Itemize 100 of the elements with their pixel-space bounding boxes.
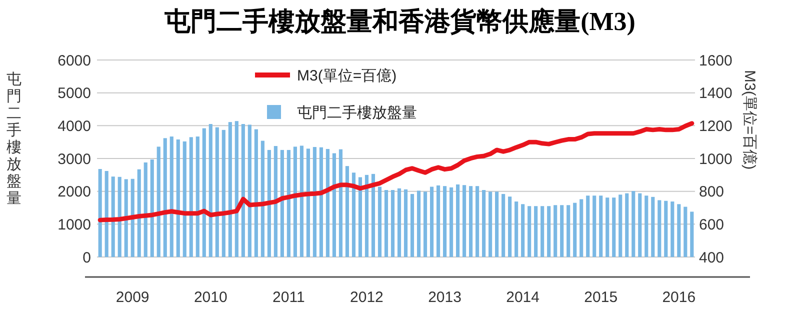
bar [176, 139, 180, 257]
bar [534, 206, 538, 257]
bar [632, 191, 636, 257]
bar [690, 212, 694, 257]
bar [364, 174, 369, 257]
bar [580, 199, 584, 257]
y-tick-label: 1000 [58, 216, 91, 234]
y-tick-label: 3000 [58, 150, 91, 168]
bar [196, 136, 200, 257]
bar [118, 176, 122, 257]
bar [163, 138, 167, 257]
bar [404, 189, 408, 257]
bar [540, 206, 544, 257]
y2-tick-label: 800 [699, 184, 724, 201]
bar [332, 153, 336, 257]
bar [566, 205, 570, 257]
bar [371, 174, 376, 257]
bar [150, 159, 154, 257]
y2-tick-label: 1200 [699, 118, 732, 135]
bar [488, 192, 492, 257]
bar [612, 198, 616, 257]
bar [606, 198, 610, 257]
bar [476, 186, 480, 257]
y2-tick-label: 400 [699, 249, 724, 266]
bar [508, 196, 512, 257]
bar [300, 146, 304, 257]
bar [208, 124, 212, 257]
bar [111, 176, 115, 257]
bar [156, 146, 160, 257]
x-tick-label: 2010 [194, 289, 228, 306]
bar [514, 202, 518, 257]
bar [599, 196, 603, 257]
bar [352, 172, 356, 257]
bar [202, 128, 206, 257]
bar [137, 169, 141, 257]
bar [378, 186, 382, 257]
y2-tick-label: 1400 [699, 85, 732, 102]
bar [664, 200, 668, 257]
bar [293, 146, 297, 257]
x-tick-label: 2013 [428, 289, 462, 306]
bar [410, 194, 414, 257]
bar [560, 205, 564, 257]
bar [170, 136, 174, 257]
y2-tick-label: 1600 [699, 52, 732, 70]
bar [286, 150, 290, 257]
bar [248, 124, 252, 257]
bar [215, 127, 219, 257]
y-tick-label: 4000 [58, 118, 91, 135]
bar [684, 206, 688, 257]
bar [573, 202, 577, 257]
bar [456, 184, 460, 257]
bar [397, 188, 402, 257]
bar [390, 190, 395, 257]
bar [280, 150, 284, 257]
bar [182, 141, 186, 257]
bar [319, 147, 323, 257]
bar [469, 186, 473, 257]
bar [222, 130, 226, 257]
x-tick-label: 2012 [350, 289, 384, 306]
bar [189, 137, 193, 257]
bar [130, 178, 134, 257]
bar [326, 148, 330, 257]
bar [234, 121, 238, 257]
bar [228, 122, 232, 257]
x-tick-label: 2016 [662, 289, 696, 306]
bar [592, 196, 596, 257]
bar [482, 190, 486, 257]
bar [528, 206, 532, 257]
bar [495, 192, 499, 257]
bar [554, 205, 558, 257]
y-tick-label: 2000 [58, 184, 91, 201]
bar [521, 204, 525, 257]
x-tick-label: 2011 [272, 289, 305, 306]
legend-label: M3(單位=百億) [297, 67, 397, 84]
bar [241, 124, 245, 257]
bar [670, 202, 674, 257]
bar [651, 196, 655, 257]
bar [618, 194, 622, 257]
bar [274, 146, 278, 257]
bar [638, 193, 642, 257]
bar [625, 193, 629, 257]
x-tick-label: 2014 [506, 289, 540, 306]
y2-axis-title: M3(單位=百億) [741, 70, 758, 170]
legend-label: 屯門二手樓放盤量 [297, 104, 417, 122]
bar [345, 166, 350, 257]
chart-title: 屯門二手樓放盤量和香港貨幣供應量(M3) [164, 7, 636, 36]
bar [338, 149, 343, 257]
bar [423, 192, 428, 257]
bar [416, 190, 421, 257]
x-tick-label: 2009 [116, 289, 150, 306]
y2-tick-label: 600 [699, 216, 724, 234]
y-tick-label: 0 [82, 249, 91, 266]
y2-tick-label: 1000 [699, 150, 732, 168]
bar [124, 179, 128, 257]
y-tick-label: 5000 [58, 85, 91, 102]
bar [254, 129, 258, 257]
x-tick-label: 2015 [584, 289, 618, 306]
bar [644, 196, 648, 257]
bar [436, 185, 440, 257]
bar [98, 169, 102, 257]
